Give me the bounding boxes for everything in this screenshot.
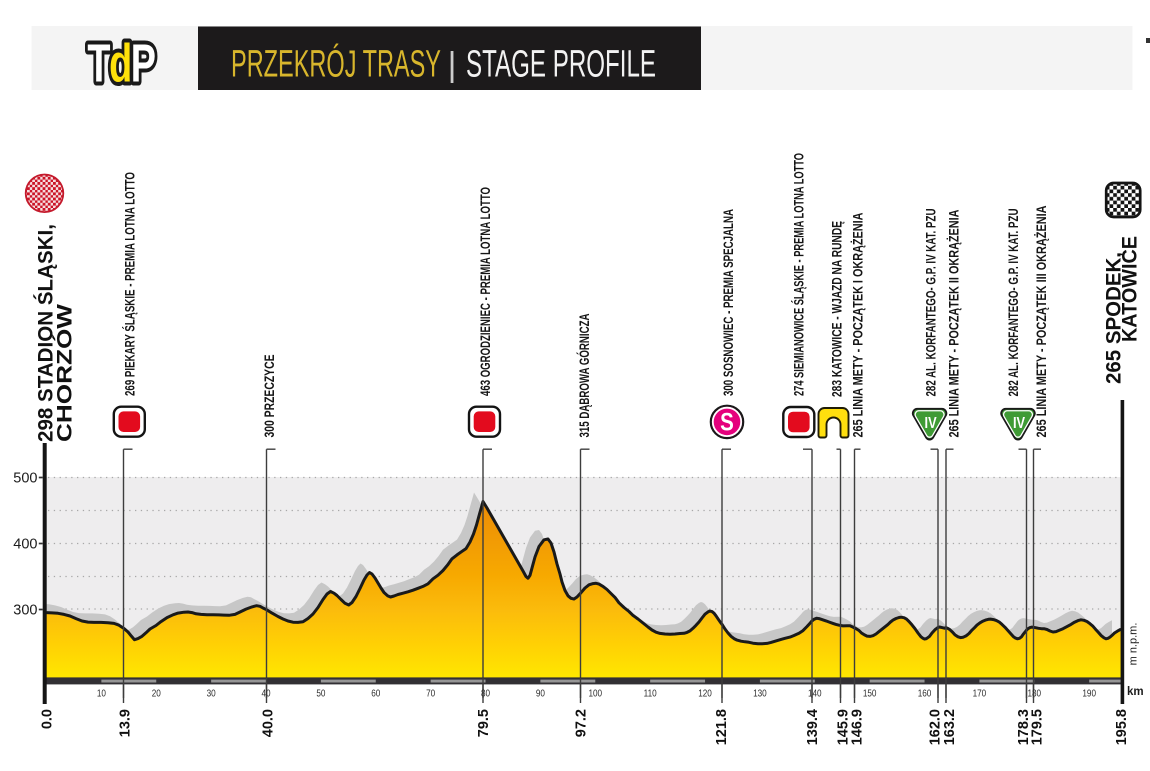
svg-text:PRZEKRÓJ TRASY: PRZEKRÓJ TRASY [231, 43, 441, 86]
svg-text:km: km [1127, 686, 1144, 698]
svg-text:180: 180 [1027, 688, 1041, 699]
svg-text:265 SPODEK,: 265 SPODEK, [1103, 252, 1126, 384]
svg-text:CHORZÓW: CHORZÓW [53, 304, 77, 442]
svg-text:274 SIEMIANOWICE ŚLĄSKIE - PRE: 274 SIEMIANOWICE ŚLĄSKIE - PREMIA LOTNA … [791, 153, 806, 396]
svg-text:300 SOSNOWIEC - PREMIA SPECJAL: 300 SOSNOWIEC - PREMIA SPECJALNA [721, 209, 736, 396]
svg-text:50: 50 [316, 688, 325, 699]
svg-text:283 KATOWICE - WJAZD NA RUNDĘ: 283 KATOWICE - WJAZD NA RUNDĘ [829, 221, 844, 397]
svg-text:298 STADION ŚLĄSKI,: 298 STADION ŚLĄSKI, [34, 224, 58, 442]
svg-text:179.5: 179.5 [1030, 709, 1046, 745]
svg-text:|: | [448, 46, 457, 84]
svg-text:269 PIEKARY ŚLĄSKIE - PREMIA L: 269 PIEKARY ŚLĄSKIE - PREMIA LOTNA LOTTO [122, 172, 137, 396]
svg-text:0.0: 0.0 [40, 709, 56, 729]
svg-text:20: 20 [152, 688, 161, 699]
svg-text:140: 140 [808, 688, 822, 699]
svg-text:400: 400 [13, 537, 37, 553]
svg-text:190: 190 [1082, 688, 1096, 699]
svg-text:178.3: 178.3 [1016, 709, 1032, 745]
svg-text:60: 60 [371, 688, 380, 699]
svg-text:110: 110 [644, 688, 657, 699]
svg-text:282 AL. KORFANTEGO- G.P. IV KA: 282 AL. KORFANTEGO- G.P. IV KAT. PZU [1006, 208, 1021, 396]
svg-text:79.5: 79.5 [476, 709, 492, 737]
svg-text:162.0: 162.0 [928, 709, 944, 745]
svg-text:70: 70 [426, 688, 435, 699]
svg-text:160: 160 [918, 688, 932, 699]
svg-text:S: S [720, 408, 734, 436]
svg-text:KATOWICE: KATOWICE [1119, 236, 1142, 342]
svg-text:300: 300 [13, 603, 37, 619]
svg-text:m n.p.m.: m n.p.m. [1128, 623, 1140, 666]
svg-text:170: 170 [973, 688, 987, 699]
svg-text:TdP: TdP [87, 33, 155, 93]
svg-text:150: 150 [863, 688, 877, 699]
svg-text:40: 40 [261, 688, 270, 699]
svg-text:265 LINIA METY - POCZĄTEK II O: 265 LINIA METY - POCZĄTEK II OKRĄŻENIA [946, 209, 961, 437]
svg-text:500: 500 [13, 471, 37, 487]
svg-text:265 LINIA METY - POCZĄTEK I OK: 265 LINIA METY - POCZĄTEK I OKRĄŻENIA [850, 212, 865, 437]
svg-text:265 LINIA METY - POCZĄTEK III: 265 LINIA METY - POCZĄTEK III OKRĄŻENIA [1034, 205, 1049, 437]
svg-text:163.2: 163.2 [942, 709, 958, 745]
svg-text:30: 30 [207, 688, 216, 699]
svg-text:195.8: 195.8 [1114, 709, 1130, 745]
svg-text:121.8: 121.8 [714, 709, 730, 745]
svg-text:13.9: 13.9 [118, 709, 134, 737]
svg-text:315 DĄBROWA GÓRNICZA: 315 DĄBROWA GÓRNICZA [577, 313, 592, 437]
svg-text:40.0: 40.0 [261, 709, 277, 737]
svg-text:80: 80 [481, 688, 490, 699]
svg-text:97.2: 97.2 [574, 709, 590, 737]
svg-text:90: 90 [536, 688, 545, 699]
svg-text:145.9: 145.9 [836, 709, 852, 745]
svg-text:120: 120 [698, 688, 712, 699]
svg-text:130: 130 [753, 688, 767, 699]
svg-text:IV: IV [925, 415, 937, 433]
svg-text:10: 10 [97, 688, 106, 699]
svg-text:IV: IV [1013, 415, 1025, 433]
svg-text:282 AL. KORFANTEGO- G.P. IV KA: 282 AL. KORFANTEGO- G.P. IV KAT. PZU [923, 208, 938, 396]
svg-text:300 PRZECZYCE: 300 PRZECZYCE [262, 355, 277, 438]
svg-text:STAGE PROFILE: STAGE PROFILE [466, 44, 656, 86]
svg-text:100: 100 [588, 688, 602, 699]
svg-text:146.9: 146.9 [850, 709, 866, 745]
svg-text:463 OGRODZIENIEC - PREMIA LOTN: 463 OGRODZIENIEC - PREMIA LOTNA LOTTO [478, 187, 493, 396]
svg-text:139.4: 139.4 [805, 709, 821, 745]
